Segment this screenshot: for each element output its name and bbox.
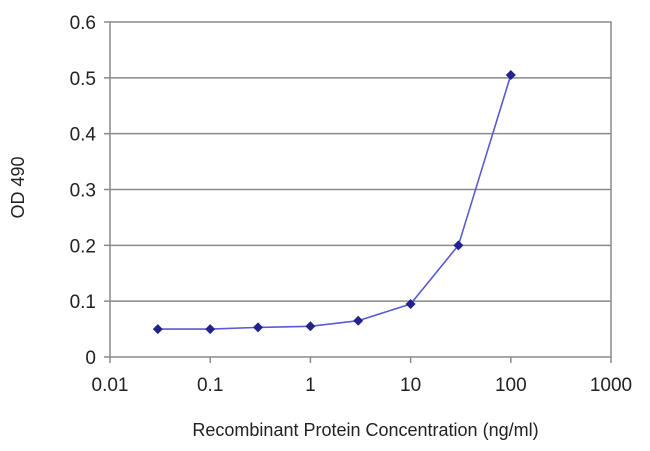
y-tick-label: 0.5	[70, 69, 96, 90]
x-tick-label: 0.1	[197, 375, 223, 396]
x-tick-label: 0.01	[92, 375, 129, 396]
y-tick-label: 0.1	[70, 292, 96, 313]
y-axis-title: OD 490	[8, 156, 28, 218]
gridlines	[110, 77, 611, 302]
x-tick-label: 10	[400, 375, 421, 396]
y-tick-label: 0.2	[70, 236, 96, 257]
x-tick-label: 100	[495, 375, 527, 396]
y-tick-label: 0	[85, 348, 96, 369]
x-tick-label: 1	[305, 375, 316, 396]
y-tick-label: 0.4	[70, 125, 97, 146]
series-line	[157, 74, 512, 330]
data-point	[353, 315, 364, 326]
y-tick-label: 0.3	[70, 181, 96, 202]
data-point	[405, 298, 416, 309]
y-axis-ticks: 0 0.1 0.2 0.3 0.4 0.5 0.6	[70, 13, 110, 369]
y-tick-label: 0.6	[70, 13, 96, 34]
x-tick-label: 1000	[590, 375, 632, 396]
x-axis-ticks: 0.01 0.1 1 10 100 1000	[92, 357, 632, 396]
series-layer	[152, 70, 516, 335]
data-point	[152, 324, 163, 335]
x-axis-title: Recombinant Protein Concentration (ng/ml…	[192, 420, 538, 440]
data-point	[253, 322, 264, 333]
data-point	[453, 240, 464, 251]
data-point	[205, 324, 216, 335]
data-point	[305, 321, 316, 332]
data-point	[505, 70, 516, 81]
